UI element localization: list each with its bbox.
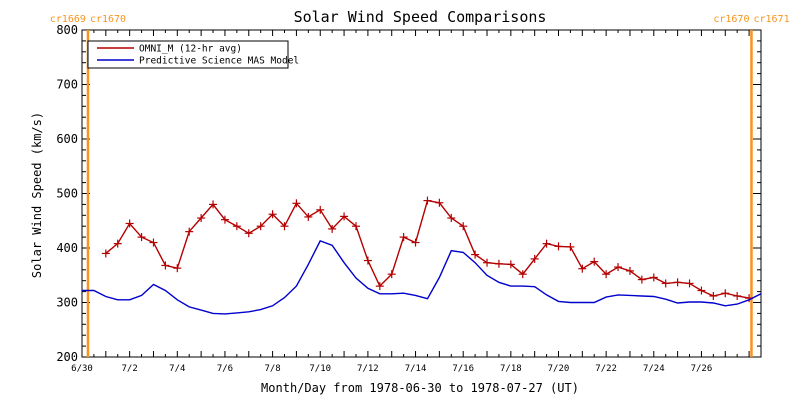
data-point-omni [399, 233, 408, 242]
carrington-label-cr1670-end: cr1670 [713, 14, 749, 25]
data-point-omni [733, 291, 742, 300]
data-point-omni [661, 279, 670, 288]
data-point-omni [101, 249, 110, 258]
data-point-omni [161, 261, 170, 270]
x-tick-label: 6/30 [71, 364, 93, 374]
data-point-omni [363, 256, 372, 265]
data-point-omni [673, 278, 682, 287]
x-tick-label: 7/12 [357, 364, 379, 374]
data-point-omni [542, 239, 551, 248]
legend: OMNI_M (12-hr avg) Predictive Science MA… [87, 40, 299, 69]
data-point-omni [685, 279, 694, 288]
data-point-omni [280, 222, 289, 231]
data-point-omni [316, 205, 325, 214]
series-layer [82, 196, 762, 315]
data-point-omni [590, 257, 599, 266]
y-tick-label: 400 [56, 241, 78, 255]
data-point-omni [697, 286, 706, 295]
data-point-omni [625, 266, 634, 275]
data-point-omni [197, 214, 206, 223]
data-point-omni [447, 214, 456, 223]
data-point-omni [137, 233, 146, 242]
y-tick-label: 500 [56, 187, 78, 201]
y-tick-label: 800 [56, 23, 78, 37]
data-point-omni [244, 229, 253, 238]
data-point-omni [304, 212, 313, 221]
data-point-omni [125, 219, 134, 228]
data-point-omni [351, 222, 360, 231]
data-point-omni [328, 224, 337, 233]
carrington-label-cr1671: cr1671 [753, 14, 789, 25]
data-point-omni [637, 275, 646, 284]
x-axis: 6/30 7/2 7/4 7/6 7/8 7/10 7/12 7/14 7/16 7/18 7/20… [71, 30, 762, 374]
y-tick-label: 700 [56, 78, 78, 92]
y-tick-label: 200 [56, 350, 78, 364]
carrington-markers [86, 30, 753, 357]
x-tick-label: 7/2 [122, 364, 138, 374]
carrington-label-cr1670-start: cr1670 [90, 14, 126, 25]
data-point-omni [209, 200, 218, 209]
x-tick-label: 7/4 [169, 364, 185, 374]
x-tick-label: 7/26 [691, 364, 713, 374]
x-tick-label: 7/24 [643, 364, 665, 374]
data-point-omni [459, 222, 468, 231]
x-tick-label: 7/8 [264, 364, 280, 374]
data-point-omni [256, 222, 265, 231]
data-point-omni [494, 259, 503, 268]
data-point-omni [220, 215, 229, 224]
y-axis-label: Solar Wind Speed (km/s) [30, 112, 44, 278]
x-tick-label: 7/10 [309, 364, 331, 374]
data-point-omni [149, 238, 158, 247]
x-tick-label: 7/18 [500, 364, 522, 374]
legend-label-mas: Predictive Science MAS Model [139, 56, 299, 67]
data-point-omni [602, 270, 611, 279]
data-point-omni [530, 254, 539, 263]
data-point-omni [709, 291, 718, 300]
data-point-omni [113, 239, 122, 248]
data-point-omni [471, 250, 480, 259]
data-point-omni [340, 212, 349, 221]
carrington-label-cr1669: cr1669 [50, 14, 86, 25]
data-point-omni [614, 263, 623, 272]
data-point-omni [375, 282, 384, 291]
data-point-omni [566, 242, 575, 251]
data-point-omni [435, 198, 444, 207]
y-axis: 200 300 400 500 600 700 800 [56, 23, 761, 364]
data-point-omni [185, 227, 194, 236]
chart-title: Solar Wind Speed Comparisons [294, 8, 547, 26]
data-point-omni [483, 258, 492, 267]
x-tick-label: 7/6 [217, 364, 233, 374]
data-point-omni [518, 270, 527, 279]
data-point-omni [423, 196, 432, 205]
data-point-omni [411, 238, 420, 247]
data-point-omni [387, 270, 396, 279]
data-point-omni [578, 264, 587, 273]
x-tick-label: 7/22 [595, 364, 617, 374]
x-tick-label: 7/16 [452, 364, 474, 374]
data-point-omni [506, 260, 515, 269]
y-tick-label: 600 [56, 132, 78, 146]
data-point-omni [292, 199, 301, 208]
data-point-omni [554, 242, 563, 251]
x-tick-label: 7/20 [548, 364, 570, 374]
y-tick-label: 300 [56, 296, 78, 310]
data-point-omni [232, 222, 241, 231]
legend-label-omni: OMNI_M (12-hr avg) [139, 44, 242, 55]
data-point-omni [173, 264, 182, 273]
x-axis-label: Month/Day from 1978-06-30 to 1978-07-27 … [261, 381, 579, 395]
data-point-omni [649, 273, 658, 282]
data-point-omni [721, 289, 730, 298]
series-line-mas [82, 240, 762, 315]
legend-box [87, 40, 289, 69]
data-point-omni [268, 210, 277, 219]
x-tick-label: 7/14 [405, 364, 427, 374]
